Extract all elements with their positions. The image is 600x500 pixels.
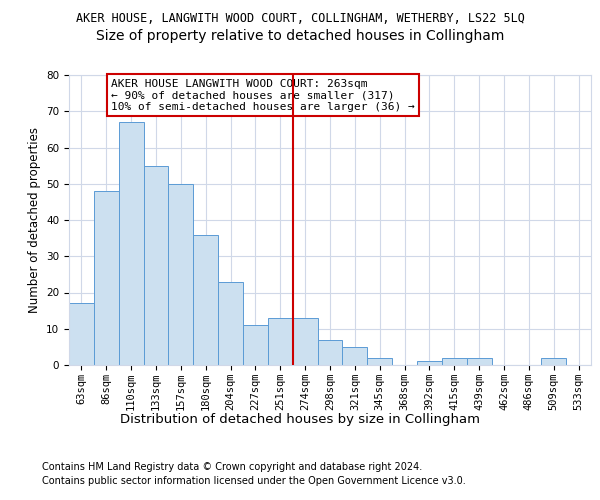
Y-axis label: Number of detached properties: Number of detached properties [28,127,41,313]
Bar [69,304,94,365]
Bar [417,362,442,365]
Bar [243,325,268,365]
Text: Contains HM Land Registry data © Crown copyright and database right 2024.: Contains HM Land Registry data © Crown c… [42,462,422,472]
Bar [143,166,169,365]
Bar [367,358,392,365]
Text: Size of property relative to detached houses in Collingham: Size of property relative to detached ho… [96,29,504,43]
Bar [467,358,491,365]
Bar [169,184,193,365]
Bar [317,340,343,365]
Bar [193,234,218,365]
Bar [218,282,243,365]
Bar [268,318,293,365]
Bar [343,347,367,365]
Bar [119,122,143,365]
Bar [293,318,317,365]
Bar [442,358,467,365]
Text: Contains public sector information licensed under the Open Government Licence v3: Contains public sector information licen… [42,476,466,486]
Bar [541,358,566,365]
Text: AKER HOUSE LANGWITH WOOD COURT: 263sqm
← 90% of detached houses are smaller (317: AKER HOUSE LANGWITH WOOD COURT: 263sqm ←… [111,78,415,112]
Text: AKER HOUSE, LANGWITH WOOD COURT, COLLINGHAM, WETHERBY, LS22 5LQ: AKER HOUSE, LANGWITH WOOD COURT, COLLING… [76,12,524,26]
Bar [94,191,119,365]
Text: Distribution of detached houses by size in Collingham: Distribution of detached houses by size … [120,412,480,426]
